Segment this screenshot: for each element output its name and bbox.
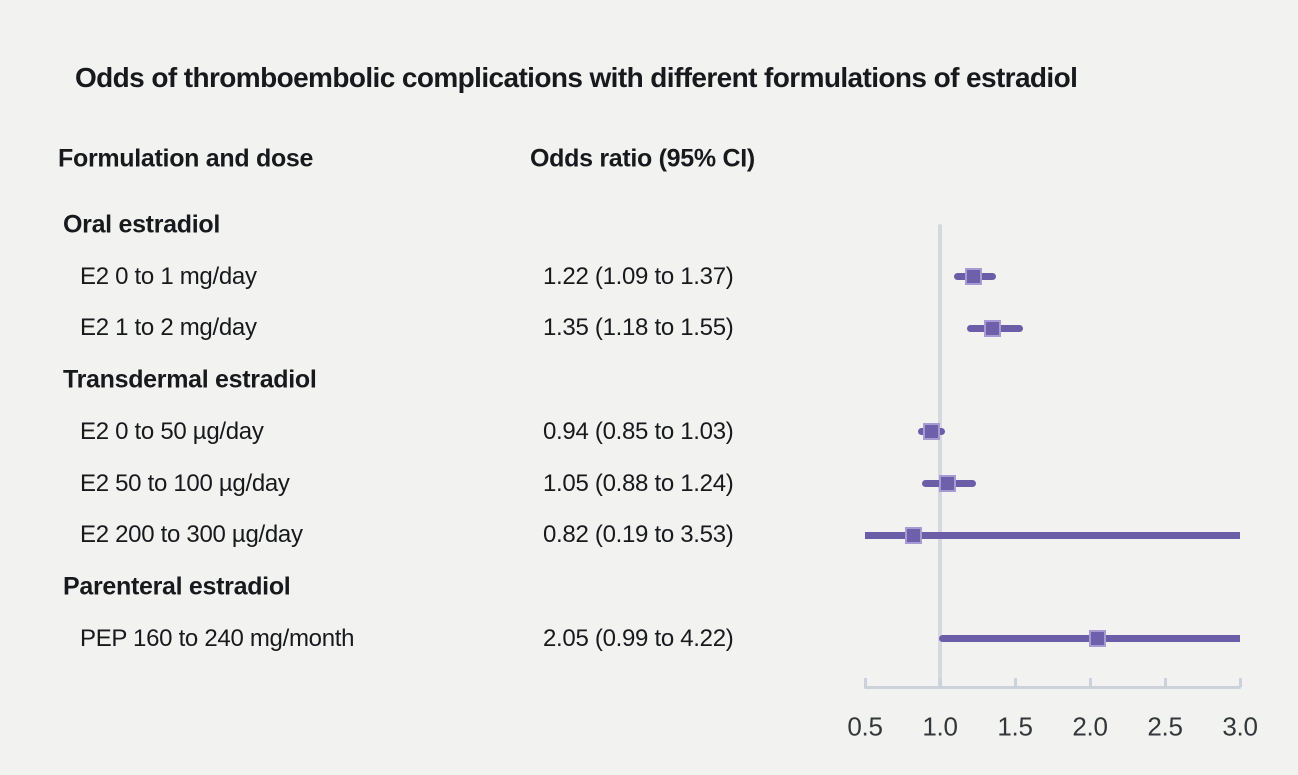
row-label: E2 1 to 2 mg/day	[80, 314, 257, 342]
x-axis-tick-label: 1.0	[922, 711, 958, 742]
column-header-odds-ratio: Odds ratio (95% CI)	[530, 144, 755, 173]
row-label: E2 50 to 100 µg/day	[80, 469, 290, 497]
point-estimate-marker	[964, 268, 982, 286]
figure-title: Odds of thromboembolic complications wit…	[75, 62, 1078, 93]
row-odds-ratio-value: 1.35 (1.18 to 1.55)	[543, 314, 734, 342]
row-odds-ratio-value: 0.82 (0.19 to 3.53)	[543, 521, 734, 549]
x-axis-tick-label: 2.0	[1072, 711, 1108, 742]
x-axis-tick	[1163, 678, 1167, 687]
row-label: E2 200 to 300 µg/day	[80, 521, 303, 549]
x-axis-tick-label: 1.5	[997, 711, 1033, 742]
x-axis-tick	[1088, 678, 1092, 687]
row-label: E2 0 to 1 mg/day	[80, 262, 257, 290]
point-estimate-marker	[904, 526, 922, 544]
row-odds-ratio-value: 1.22 (1.09 to 1.37)	[543, 262, 734, 290]
reference-line-1	[938, 224, 942, 688]
confidence-interval-line	[865, 531, 1240, 539]
row-label: PEP 160 to 240 mg/month	[80, 624, 355, 652]
x-axis-tick	[938, 678, 942, 687]
x-axis-tick-label: 3.0	[1222, 711, 1258, 742]
x-axis-tick	[1238, 678, 1242, 687]
column-header-formulation: Formulation and dose	[58, 144, 314, 173]
point-estimate-marker	[1089, 630, 1106, 648]
x-axis-tick	[1013, 678, 1017, 687]
row-odds-ratio-value: 1.05 (0.88 to 1.24)	[543, 469, 734, 497]
row-label: E2 0 to 50 µg/day	[80, 417, 264, 445]
x-axis-tick-label: 2.5	[1147, 711, 1183, 742]
point-estimate-marker	[939, 475, 956, 492]
point-estimate-marker	[922, 423, 940, 441]
point-estimate-marker	[984, 319, 1001, 337]
group-label: Parenteral estradiol	[63, 572, 291, 601]
group-label: Transdermal estradiol	[63, 365, 317, 394]
row-odds-ratio-value: 2.05 (0.99 to 4.22)	[543, 624, 734, 652]
group-label: Oral estradiol	[63, 210, 220, 239]
row-odds-ratio-value: 0.94 (0.85 to 1.03)	[543, 417, 734, 445]
x-axis-tick	[863, 678, 867, 687]
x-axis-line	[864, 686, 1241, 689]
x-axis-tick-label: 0.5	[847, 711, 883, 742]
